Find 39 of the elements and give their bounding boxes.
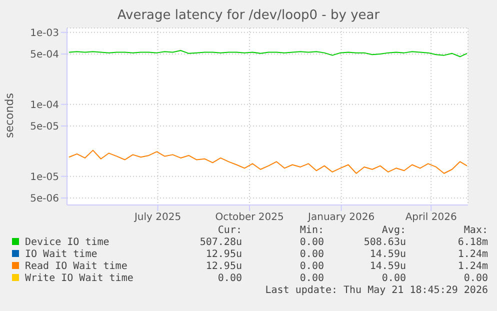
text: Avg:: [380, 225, 406, 237]
text: 0.00: [380, 273, 406, 285]
y-tick-label: 1e-03: [30, 28, 59, 39]
x-tick-label: October 2025: [215, 212, 284, 224]
text: 14.59u: [368, 249, 406, 261]
y-tick-label: 5e-05: [30, 122, 59, 133]
legend-label: Device IO time: [25, 237, 110, 249]
y-tick-label: 5e-06: [30, 194, 59, 205]
y-axis-title: seconds: [3, 93, 16, 138]
legend-label: Read IO Wait time: [25, 261, 128, 273]
x-tick-label: July 2025: [133, 212, 182, 224]
text: 0.00: [298, 237, 324, 249]
text: Last update: Thu May 21 18:45:29 2026: [264, 285, 488, 297]
text: 0.00: [462, 273, 488, 285]
text: 507.28u: [198, 237, 242, 249]
line-series: [68, 150, 468, 174]
text: 12.95u: [204, 249, 242, 261]
text: 0.00: [298, 273, 324, 285]
text: 14.59u: [368, 261, 406, 273]
text: 0.00: [298, 249, 324, 261]
x-tick-label: January 2026: [307, 212, 375, 224]
text: Max:: [462, 225, 488, 237]
line-series: [68, 50, 468, 58]
text: Cur:: [216, 225, 242, 237]
legend-label: Write IO Wait time: [25, 273, 134, 285]
text: 0.00: [298, 261, 324, 273]
text: 1.24m: [456, 261, 488, 273]
text: 12.95u: [204, 261, 242, 273]
chart-title: Average latency for /dev/loop0 - by year: [116, 8, 381, 23]
text: 6.18m: [456, 237, 488, 249]
legend-label: IO Wait time: [25, 249, 98, 261]
y-tick-label: 1e-05: [30, 172, 59, 183]
text: 508.63u: [362, 237, 406, 249]
text: Min:: [298, 225, 324, 237]
text: 1.24m: [456, 249, 488, 261]
text: 0.00: [216, 273, 242, 285]
y-tick-label: 1e-04: [30, 100, 59, 111]
y-tick-label: 5e-04: [30, 50, 59, 61]
x-tick-label: April 2026: [405, 212, 457, 224]
